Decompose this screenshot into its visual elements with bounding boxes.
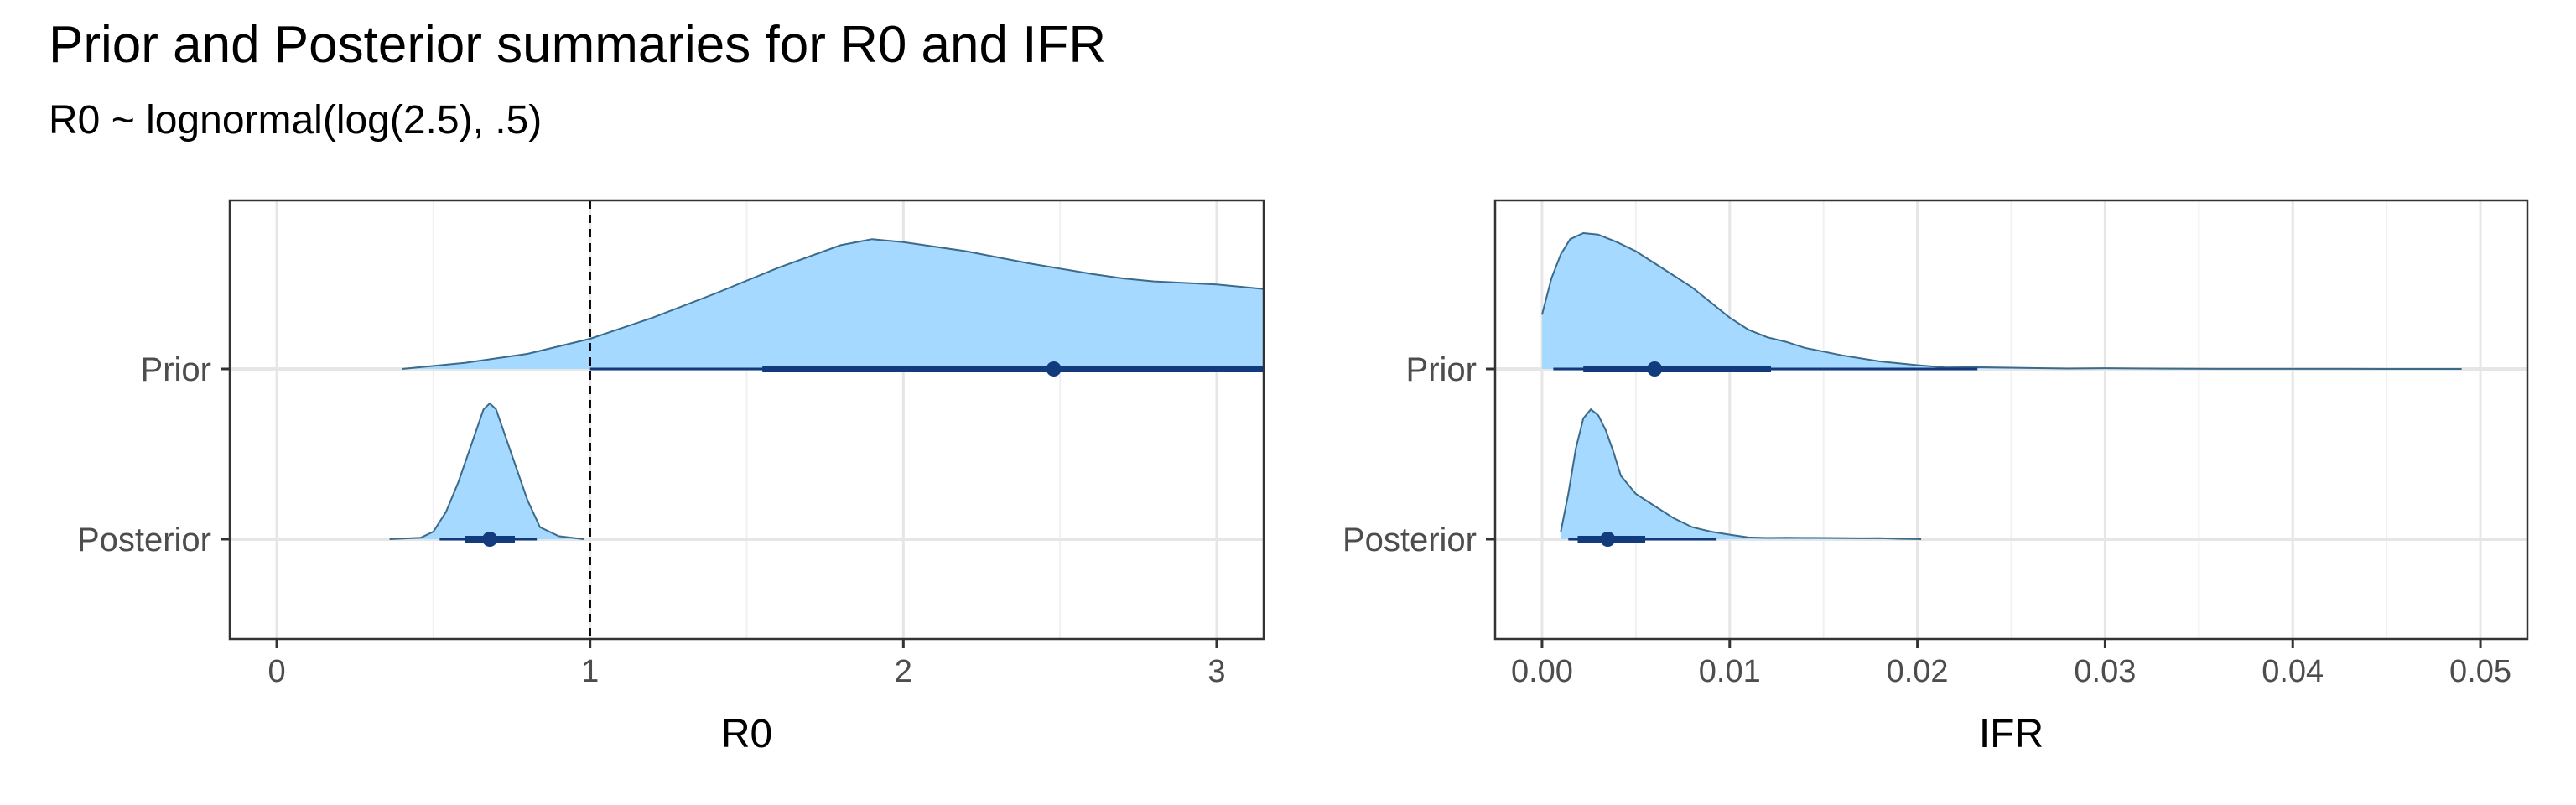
series-group	[389, 238, 1264, 547]
x-tick-label: 1	[581, 654, 599, 689]
density-fill-posterior	[1561, 409, 1922, 539]
x-tick-label: 0	[267, 654, 285, 689]
x-tick-label: 0.05	[2449, 654, 2511, 689]
density-outline-posterior	[1560, 408, 1922, 540]
median-point-prior	[1046, 361, 1062, 377]
x-axis-title: R0	[721, 712, 772, 756]
median-point-posterior	[1600, 532, 1616, 547]
chart-title: Prior and Posterior summaries for R0 and…	[49, 16, 1107, 74]
median-point-prior	[1647, 361, 1663, 377]
y-tick-label: Prior	[1406, 351, 1477, 388]
panel-border	[228, 199, 1265, 641]
x-tick-label: 0.02	[1887, 654, 1949, 689]
x-tick-label: 0.00	[1511, 654, 1573, 689]
series-group	[1540, 231, 2462, 547]
y-tick-label: Posterior	[77, 522, 211, 558]
chart-subtitle: R0 ~ lognormal(log(2.5), .5)	[49, 98, 543, 143]
x-tick-label: 0.04	[2262, 654, 2324, 689]
median-point-posterior	[482, 532, 498, 547]
panel-r0: Prior Posterior 0 1 2 3 R0	[77, 199, 1265, 756]
density-fill-prior	[402, 239, 1264, 369]
density-outline-prior	[1540, 231, 2462, 370]
x-axis-title: IFR	[1979, 712, 2044, 756]
density-fill-posterior	[389, 403, 584, 539]
density-outline-prior	[402, 238, 1264, 370]
x-tick-label: 2	[895, 654, 912, 689]
panel-ifr: Prior Posterior 0.00 0.01 0.02 0.03 0.04 0.05 IF…	[1343, 199, 2529, 756]
y-tick-label: Posterior	[1343, 522, 1477, 558]
y-tick-label: Prior	[141, 351, 211, 388]
x-tick-label: 0.01	[1699, 654, 1761, 689]
density-outline-posterior	[389, 402, 584, 540]
x-tick-label: 0.03	[2074, 654, 2136, 689]
x-tick-label: 3	[1208, 654, 1225, 689]
density-fill-prior	[1541, 233, 2462, 369]
panel-border	[1493, 199, 2529, 641]
